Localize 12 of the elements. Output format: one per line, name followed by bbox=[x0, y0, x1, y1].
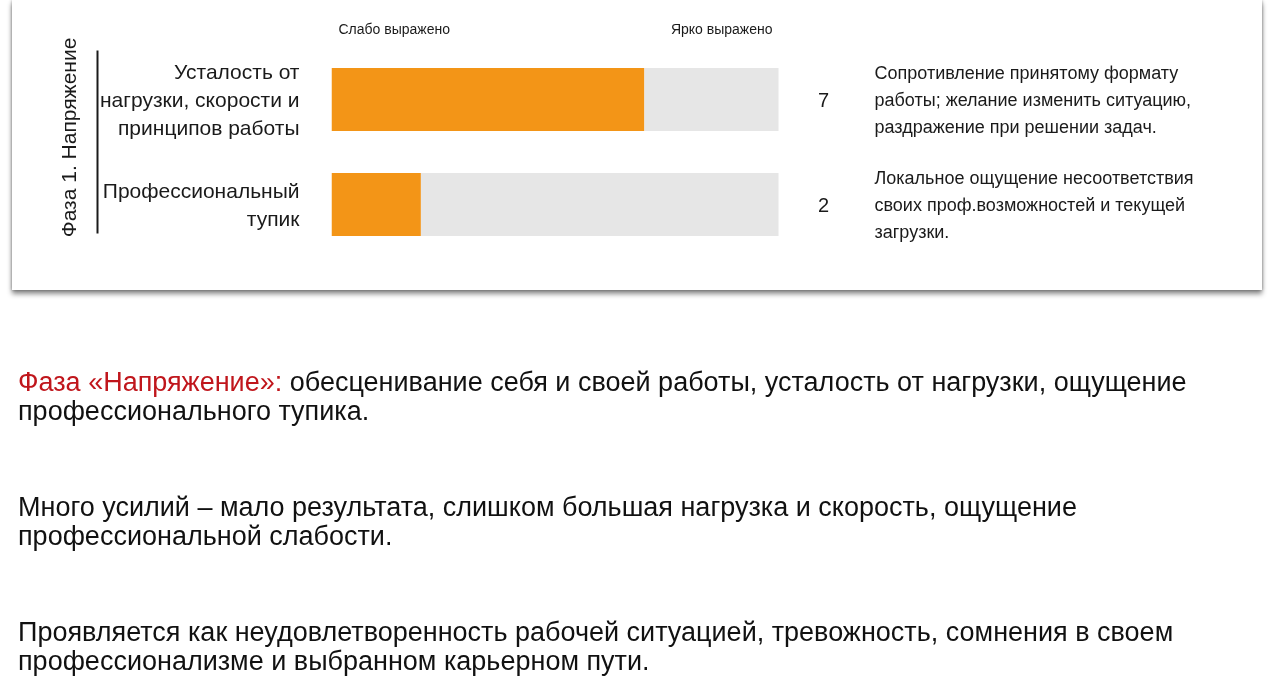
annotation: Слабо выражено bbox=[338, 21, 451, 37]
text: Сопротивление принятому формату работы; желание изменить ситуацию, раздражение при решении задач. bbox=[874, 62, 1192, 137]
data-label: 7 bbox=[817, 88, 830, 111]
y-axis-title: Фаза 1. Напряжение bbox=[56, 37, 80, 238]
data-label: 2 bbox=[817, 193, 830, 216]
text: Проявляется как неудовлетворенность рабочей ситуацией, тревожность, сомнения в своем профессионализме и выбранном карьерном пути. bbox=[18, 617, 1175, 676]
y-tick-label: Усталость от нагрузки, скорости и принципов работы bbox=[100, 60, 300, 139]
y-tick-label: Профессиональный тупик bbox=[102, 179, 301, 230]
annotation: Ярко выражено bbox=[670, 21, 773, 37]
text: Фаза «Напряжение»: bbox=[18, 367, 283, 397]
text: Много усилий – мало результата, слишком большая нагрузка и скорость, ощущение профессиональной слабости. bbox=[18, 492, 1078, 551]
text: Локальное ощущение несоответствия своих проф.возможностей и текущей загрузки. bbox=[874, 167, 1194, 242]
